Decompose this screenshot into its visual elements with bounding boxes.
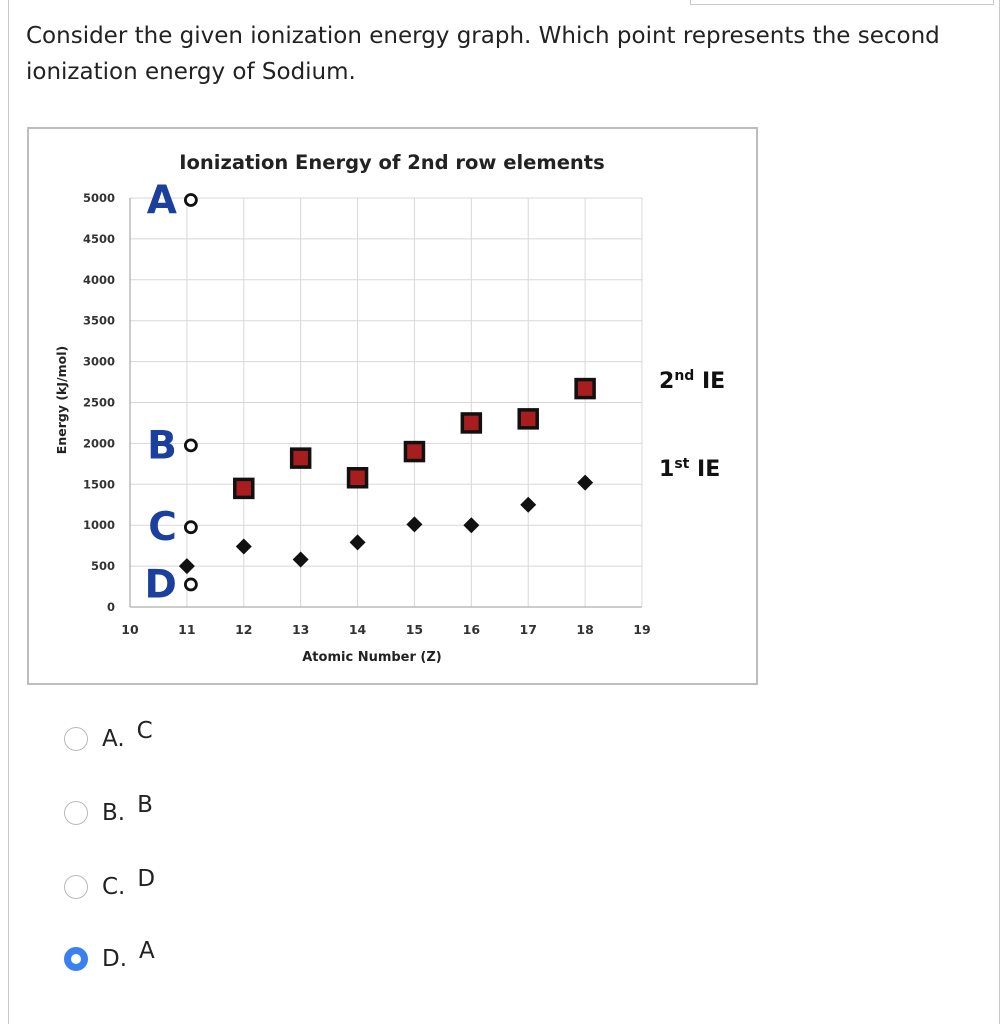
ionization-chart: 0 500 1000 1500 2000 2500 3000 3500 4000 4500 5000…: [27, 127, 758, 685]
chart-svg: 0 500 1000 1500 2000 2500 3000 3500 4000 4500 5000…: [54, 151, 725, 665]
candidate-label-a: A: [147, 178, 177, 223]
x-tick-label: 16: [463, 622, 481, 637]
second-ie-point: [403, 440, 426, 463]
option-b[interactable]: B. B: [64, 792, 153, 826]
series-label: 1st IE: [659, 456, 720, 482]
y-tick-label: 2500: [83, 396, 115, 410]
candidate-label-d: D: [145, 562, 177, 607]
candidate-label-b: B: [147, 423, 177, 468]
candidate-point-d: [183, 577, 198, 592]
option-c-letter: C.: [102, 874, 126, 900]
x-tick-label: 12: [235, 622, 252, 637]
x-tick-label: 11: [178, 622, 195, 637]
option-d[interactable]: D. A: [64, 938, 155, 972]
x-tick-label: 10: [121, 622, 139, 637]
x-tick-label: 15: [406, 622, 423, 637]
y-tick-label: 2000: [83, 436, 115, 450]
question-text: Consider the given ionization energy gra…: [26, 18, 966, 90]
option-d-text: A: [139, 938, 155, 964]
second-ie-point: [233, 477, 255, 500]
x-axis-label: Atomic Number (Z): [302, 650, 442, 665]
first-ie-point: [292, 551, 309, 568]
option-c-text: D: [137, 866, 156, 892]
x-tick-label: 13: [292, 622, 309, 637]
x-tick-label: 18: [576, 622, 593, 637]
y-tick-label: 3000: [83, 355, 115, 369]
y-tick-label: 500: [91, 559, 115, 573]
option-a[interactable]: A. C: [64, 718, 153, 752]
x-tick-label: 14: [349, 622, 367, 637]
y-tick-label: 0: [107, 600, 115, 614]
y-tick-label: 1000: [83, 518, 115, 532]
y-tick-label: 1500: [83, 477, 115, 491]
y-tick-label: 5000: [83, 191, 115, 205]
second-ie-point: [460, 412, 483, 434]
first-ie-point: [520, 496, 537, 513]
option-a-letter: A.: [102, 726, 125, 752]
y-tick-label: 3500: [83, 314, 115, 328]
candidate-label-c: C: [148, 505, 177, 550]
series-label: 2nd IE: [659, 368, 725, 394]
candidate-point-b: [183, 438, 198, 453]
y-tick-label: 4000: [83, 273, 115, 287]
first-ie-point: [178, 558, 195, 575]
chart-title: Ionization Energy of 2nd row elements: [179, 151, 604, 174]
y-tick-label: 4500: [83, 232, 115, 246]
option-d-letter: D.: [102, 946, 128, 972]
option-b-letter: B.: [102, 800, 126, 826]
option-b-radio[interactable]: [64, 801, 88, 825]
option-a-text: C: [136, 718, 153, 744]
x-tick-label: 17: [520, 622, 537, 637]
first-ie-point: [235, 538, 252, 555]
candidate-point-c: [183, 520, 198, 535]
second-ie-point: [346, 467, 369, 489]
first-ie-point: [349, 534, 366, 551]
y-axis-label: Energy (kJ/mol): [54, 346, 69, 454]
second-ie-point: [574, 377, 596, 400]
top-box: [690, 0, 994, 5]
candidate-point-a: [183, 193, 198, 207]
question-line-1: Consider the given ionization energy gra…: [26, 23, 940, 49]
option-b-text: B: [137, 792, 153, 818]
option-a-radio[interactable]: [64, 727, 88, 751]
first-ie-point: [577, 474, 594, 491]
second-ie-point: [289, 447, 312, 469]
x-tick-label: 19: [633, 622, 650, 637]
question-line-2: ionization energy of Sodium.: [26, 59, 356, 85]
first-ie-point: [463, 517, 480, 534]
option-d-radio[interactable]: [64, 947, 88, 971]
option-c-radio[interactable]: [64, 875, 88, 899]
first-ie-point: [406, 516, 423, 533]
second-ie-point: [517, 408, 539, 430]
option-c[interactable]: C. D: [64, 866, 155, 900]
